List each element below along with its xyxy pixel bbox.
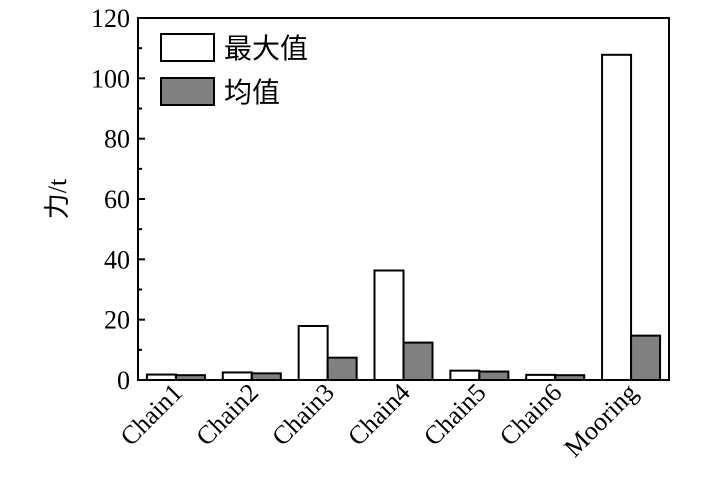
x-tick-label: Chain6	[494, 378, 568, 452]
x-tick-label: Chain3	[266, 378, 340, 452]
bar-Mooring-1	[630, 334, 662, 381]
y-tick-label: 100	[91, 64, 130, 93]
legend-label: 最大值	[224, 33, 308, 65]
y-tick-label: 0	[117, 366, 130, 395]
bar-Chain5-1	[478, 370, 510, 382]
x-tick-label: Chain2	[190, 378, 264, 452]
y-axis-label: 力/t	[43, 178, 72, 219]
bar-Chain3-0	[297, 325, 329, 382]
y-tick-label: 20	[104, 306, 130, 335]
bar-Chain4-1	[402, 341, 434, 381]
x-tick-label: Chain5	[418, 378, 492, 452]
legend-label: 均值	[224, 77, 280, 109]
x-tick-label: Mooring	[558, 378, 643, 463]
y-tick-label: 40	[104, 245, 130, 274]
legend-swatch	[160, 77, 215, 106]
bar-Chain4-0	[373, 269, 405, 381]
y-tick-label: 60	[104, 185, 130, 214]
legend-swatch	[160, 33, 215, 62]
bar-Chain2-0	[221, 371, 253, 382]
y-tick-label: 80	[104, 125, 130, 154]
bar-Chain5-0	[449, 369, 481, 382]
x-tick-label: Chain4	[342, 378, 416, 452]
bar-Mooring-0	[601, 53, 633, 381]
bar-Chain3-1	[326, 356, 358, 381]
y-tick-label: 120	[91, 4, 130, 33]
